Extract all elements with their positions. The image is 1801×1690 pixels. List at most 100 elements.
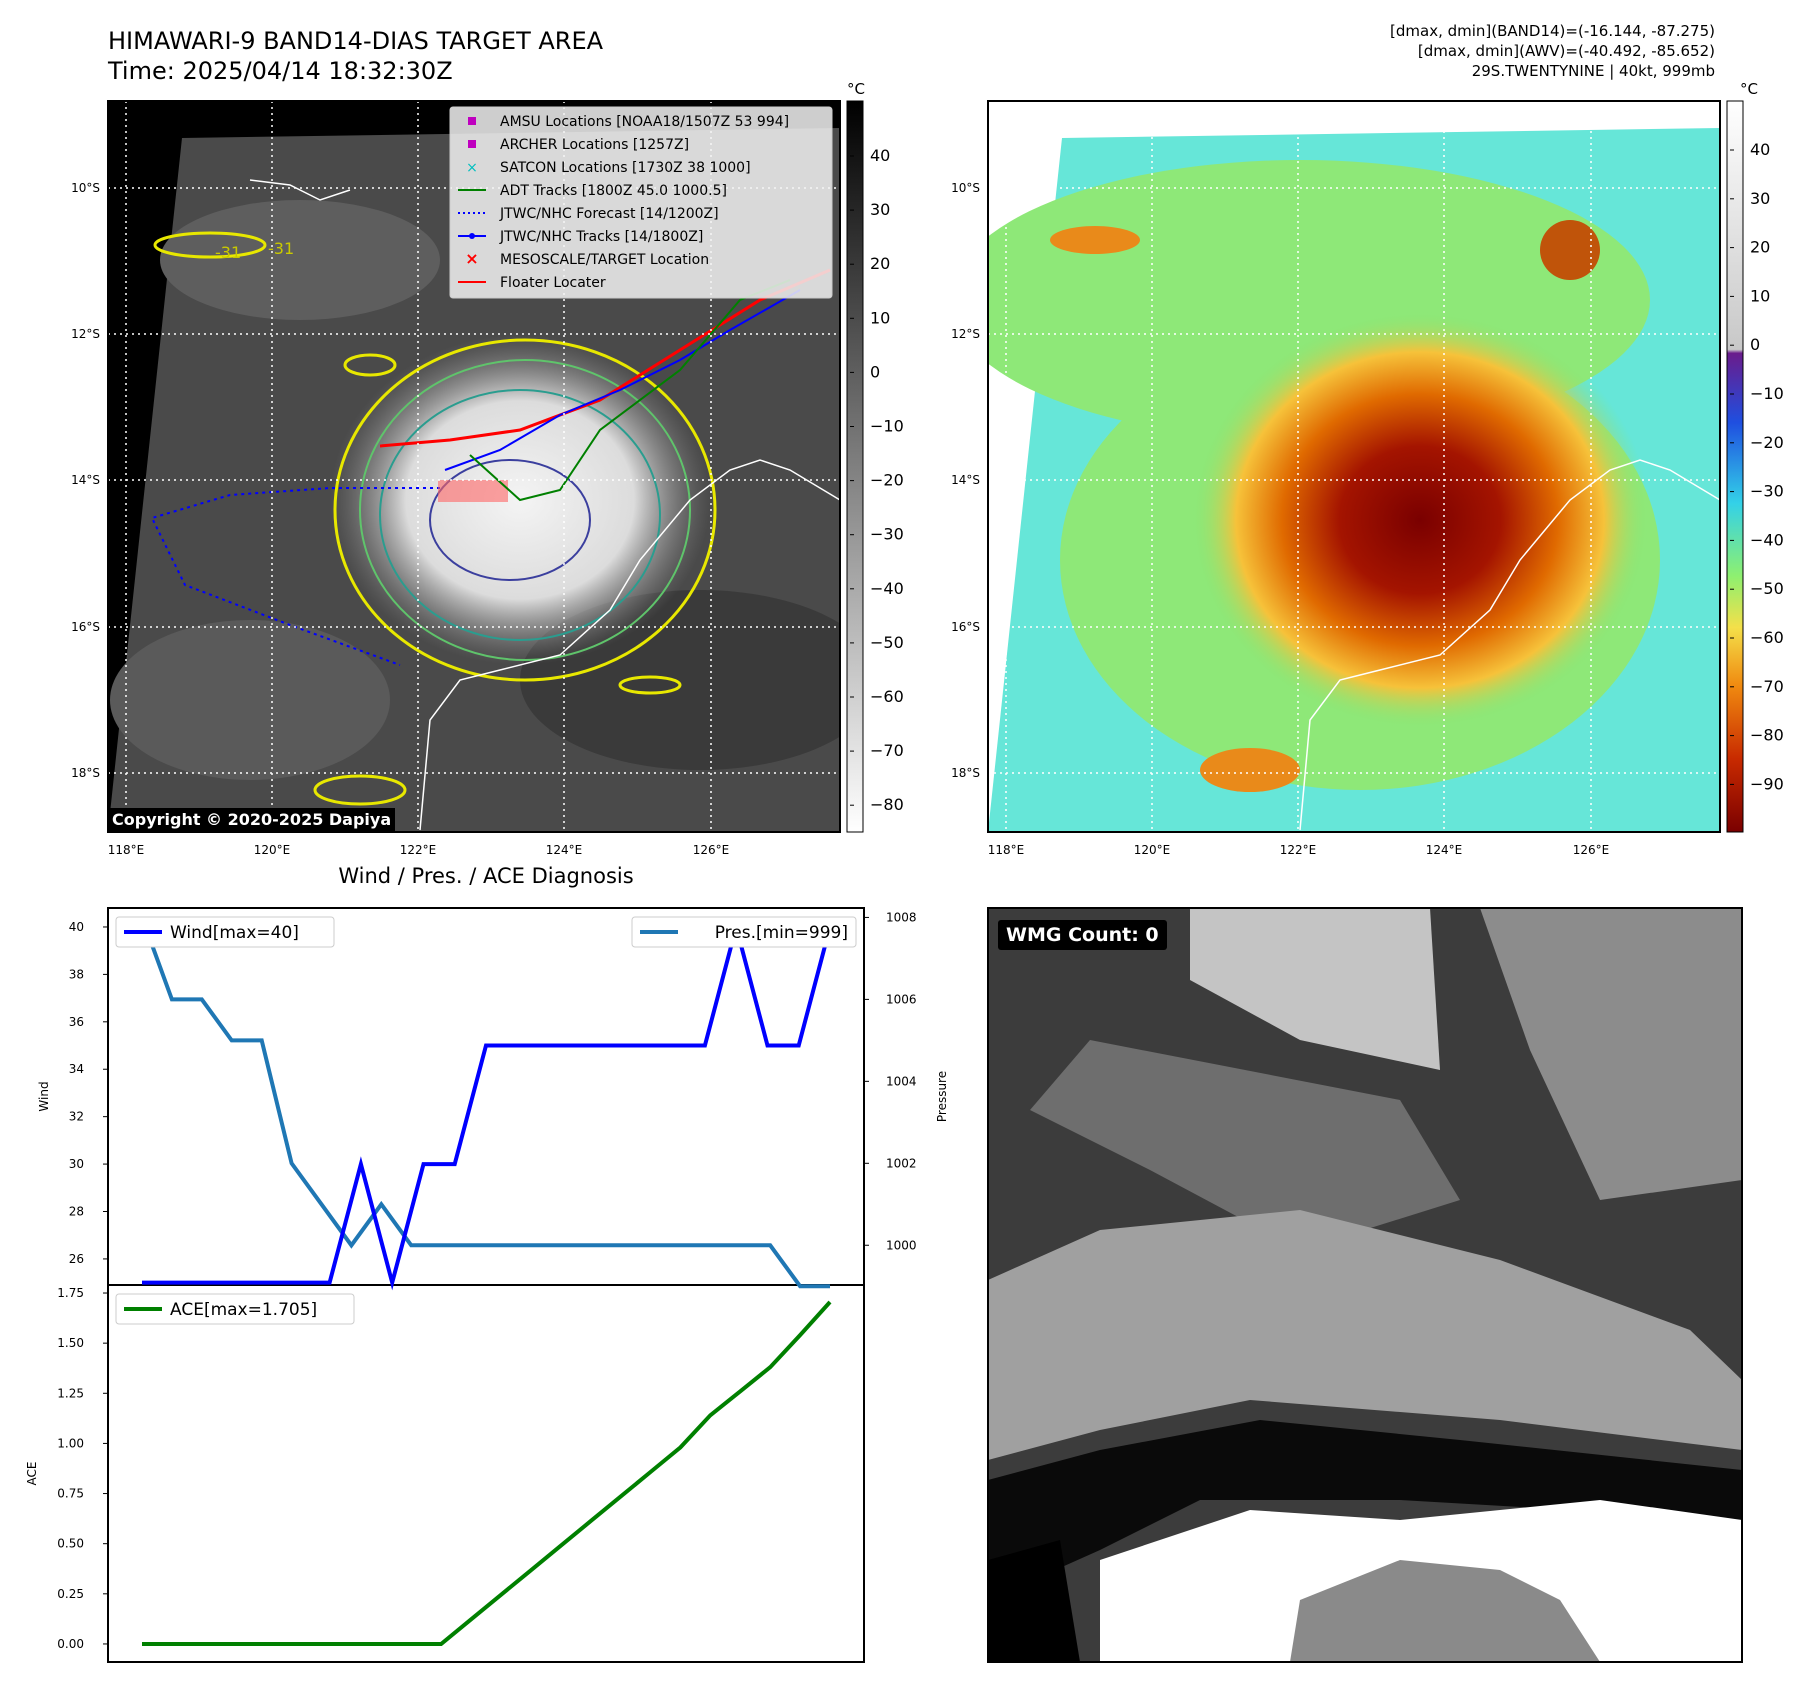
pressure-ytick-label: 1004 [886, 1074, 917, 1088]
ir-lat-label-14s: 14°S [71, 473, 100, 487]
legend-satcon-label: SATCON Locations [1730Z 38 1000] [500, 160, 751, 176]
legend-target-label: MESOSCALE/TARGET Location [500, 252, 709, 268]
ir-colorbar-tick-label: −80 [870, 795, 904, 814]
awv-lat-label-10s: 10°S [951, 181, 980, 195]
legend-forecast-label: JTWC/NHC Forecast [14/1200Z] [499, 206, 719, 222]
wind-legend-label: Wind[max=40] [170, 923, 299, 943]
awv-colorbar-tick-label: −90 [1750, 774, 1784, 793]
ace-axis-label: ACE [25, 1462, 39, 1486]
ir-colorbar-tick-label: 30 [870, 200, 890, 219]
wind-ytick-label: 26 [69, 1252, 84, 1266]
ir-colorbar-tick-label: 0 [870, 362, 880, 381]
ace-ytick-label: 0.50 [57, 1537, 84, 1551]
pressure-series-line [140, 916, 830, 1289]
ace-ytick-label: 1.25 [57, 1386, 84, 1400]
ir-colorbar-tick-label: −30 [870, 525, 904, 544]
awv-colorbar [1726, 100, 1744, 833]
ir-colorbar-tick-label: −10 [870, 417, 904, 436]
awv-colorbar-tick-label: 10 [1750, 286, 1770, 305]
diagnosis-title: Wind / Pres. / ACE Diagnosis [338, 864, 634, 888]
ace-series-line [142, 1300, 832, 1646]
awv-map-panel: 10°S 12°S 14°S 16°S 18°S 118°E 120°E 122… [951, 80, 1784, 857]
awv-colorbar-tick-label: −20 [1750, 433, 1784, 452]
awv-colorbar-tick-label: 20 [1750, 238, 1770, 257]
stats-line2: [dmax, dmin](AWV)=(-40.492, -85.652) [1417, 42, 1715, 60]
figure-title-line2: Time: 2025/04/14 18:32:30Z [108, 57, 453, 85]
ace-legend-label: ACE[max=1.705] [170, 1300, 317, 1320]
legend-target-marker: × [465, 249, 478, 268]
ir-lat-label-18s: 18°S [71, 766, 100, 780]
wind-axis-label: Wind [37, 1081, 51, 1111]
pressure-legend-label: Pres.[min=999] [715, 923, 848, 943]
ir-colorbar-tick-label: 20 [870, 254, 890, 273]
legend-tracks-dot [469, 233, 475, 239]
awv-colorbar-tick-label: 0 [1750, 335, 1760, 354]
ir-colorbar-tick-label: −60 [870, 687, 904, 706]
awv-colorbar-tick-label: −70 [1750, 677, 1784, 696]
awv-colorbar-tick-label: 30 [1750, 189, 1770, 208]
ir-colorbar-tick-label: −20 [870, 471, 904, 490]
legend-archer-label: ARCHER Locations [1257Z] [500, 137, 689, 153]
ace-ytick-label: 0.25 [57, 1587, 84, 1601]
wind-ytick-label: 38 [69, 967, 84, 981]
awv-lat-label-16s: 16°S [951, 620, 980, 634]
pressure-axis-label: Pressure [935, 1071, 949, 1122]
figure-title-line1: HIMAWARI-9 BAND14-DIAS TARGET AREA [108, 27, 604, 55]
legend-amsu-marker [468, 117, 476, 125]
ir-lat-label-10s: 10°S [71, 181, 100, 195]
ir-lon-label-120e: 120°E [254, 843, 291, 857]
awv-colorbar-tick-label: −40 [1750, 530, 1784, 549]
legend-satcon-marker: × [466, 160, 478, 176]
awv-colorbar-tick-label: −50 [1750, 579, 1784, 598]
ir-colorbar-ticks: 40 30 20 10 0 −10 −20 −30 −40 −50 −60 −70 −80 [850, 146, 904, 814]
stats-line3: 29S.TWENTYNINE | 40kt, 999mb [1471, 62, 1715, 80]
awv-colorbar-ticks: 40 30 20 10 0 −10 −20 −30 −40 −50 −60 −70 −80 −90 [1730, 140, 1784, 793]
wind-series-line [142, 919, 832, 1291]
ir-colorbar-unit: °C [847, 80, 865, 98]
awv-colorbar-tick-label: 40 [1750, 140, 1770, 159]
contour-label-1: -31 [215, 243, 241, 262]
copyright-label: Copyright © 2020-2025 Dapiya [108, 808, 396, 831]
awv-colorbar-tick-label: −60 [1750, 628, 1784, 647]
wind-legend-box [115, 916, 335, 948]
ir-colorbar-tick-label: 40 [870, 146, 890, 165]
ir-colorbar-tick-label: 10 [870, 308, 890, 327]
awv-lat-label-18s: 18°S [951, 766, 980, 780]
ace-ytick-label: 0.75 [57, 1487, 84, 1501]
awv-lon-label-118e: 118°E [988, 843, 1025, 857]
ace-ytick-label: 1.00 [57, 1436, 84, 1450]
legend-archer-marker [468, 140, 476, 148]
ir-lon-label-118e: 118°E [108, 843, 145, 857]
ir-lon-label-122e: 122°E [400, 843, 437, 857]
legend-tracks-label: JTWC/NHC Tracks [14/1800Z] [499, 229, 703, 245]
ace-ytick-label: 1.50 [57, 1336, 84, 1350]
ir-colorbar-tick-label: −70 [870, 741, 904, 760]
awv-lon-label-122e: 122°E [1280, 843, 1317, 857]
pressure-legend-box [631, 916, 857, 948]
wind-ytick-label: 34 [69, 1062, 84, 1076]
awv-lon-label-124e: 124°E [1426, 843, 1463, 857]
ir-colorbar-tick-label: −50 [870, 633, 904, 652]
pressure-ytick-label: 1002 [886, 1156, 917, 1170]
ir-legend-box [449, 106, 833, 299]
wind-ytick-label: 40 [69, 920, 84, 934]
ir-colorbar-tick-label: −40 [870, 579, 904, 598]
pressure-ytick-label: 1008 [886, 910, 917, 924]
wmg-count-badge: WMG Count: 0 [998, 920, 1167, 950]
ace-ytick-label: 0.00 [57, 1637, 84, 1651]
awv-colorbar-tick-label: −10 [1750, 384, 1784, 403]
awv-lat-label-14s: 14°S [951, 473, 980, 487]
awv-colorbar-tick-label: −30 [1750, 482, 1784, 501]
legend-adt-label: ADT Tracks [1800Z 45.0 1000.5] [500, 183, 727, 199]
pressure-ytick-label: 1006 [886, 992, 917, 1006]
contour-label-2: -31 [268, 239, 294, 258]
legend-floater-label: Floater Locater [500, 275, 606, 291]
wind-ytick-label: 30 [69, 1157, 84, 1171]
ir-lat-label-16s: 16°S [71, 620, 100, 634]
ir-lon-label-126e: 126°E [693, 843, 730, 857]
ir-lon-label-124e: 124°E [546, 843, 583, 857]
awv-lon-label-120e: 120°E [1134, 843, 1171, 857]
awv-colorbar-tick-label: −80 [1750, 726, 1784, 745]
